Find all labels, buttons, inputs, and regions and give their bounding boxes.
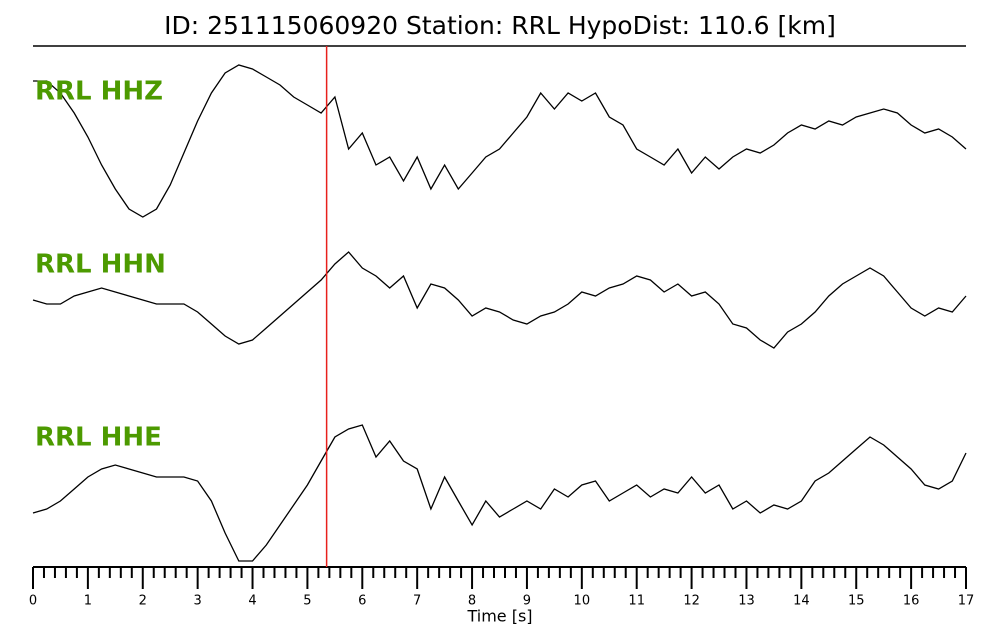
trace-label: RRL HHE: [35, 423, 162, 453]
trace-label: RRL HHZ: [35, 77, 163, 107]
x-tick-label: 15: [848, 594, 865, 609]
trace-label: RRL HHN: [35, 250, 166, 280]
x-tick-label: 8: [468, 594, 476, 609]
x-tick-label: 14: [793, 594, 810, 609]
x-axis-label: Time [s]: [466, 607, 532, 626]
x-tick-label: 3: [194, 594, 202, 609]
x-tick-label: 7: [413, 594, 421, 609]
trace: [32, 424, 967, 562]
x-tick-label: 17: [958, 594, 975, 609]
trace: [33, 64, 967, 218]
x-tick-label: 12: [683, 594, 700, 609]
trace: [32, 251, 967, 349]
x-tick-label: 9: [523, 594, 531, 609]
x-tick-label: 13: [738, 594, 755, 609]
x-tick-label: 1: [84, 594, 92, 609]
chart-title: ID: 251115060920 Station: RRL HypoDist: …: [164, 11, 836, 40]
x-tick-label: 16: [903, 594, 920, 609]
x-tick-label: 11: [628, 594, 645, 609]
x-tick-label: 10: [574, 594, 591, 609]
x-tick-label: 4: [248, 594, 256, 609]
x-tick-label: 5: [303, 594, 311, 609]
x-tick-label: 6: [358, 594, 366, 609]
x-tick-label: 2: [139, 594, 147, 609]
x-tick-label: 0: [29, 594, 37, 609]
